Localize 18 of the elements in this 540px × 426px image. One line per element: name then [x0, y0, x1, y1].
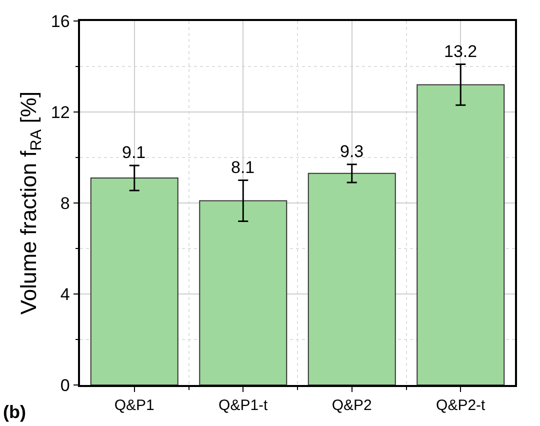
- x-tick-label: Q&P2: [332, 396, 372, 414]
- data-label: 9.3: [340, 142, 364, 161]
- x-tick-label: Q&P1: [114, 396, 154, 414]
- bar: [199, 200, 288, 385]
- bar: [90, 177, 178, 385]
- x-tick-label: Q&P2-t: [436, 396, 486, 414]
- y-tick-label: 4: [60, 284, 70, 304]
- x-tick-label: Q&P1-t: [218, 396, 269, 414]
- data-label: 9.1: [122, 143, 146, 162]
- text: (b): [3, 402, 26, 422]
- y-tick-label: 12: [50, 102, 70, 122]
- y-tick-label: 8: [60, 194, 70, 213]
- data-label: 8.1: [231, 158, 255, 177]
- y-tick-label: 0: [60, 376, 70, 395]
- bar: [416, 84, 505, 385]
- data-label: 13.2: [444, 42, 478, 61]
- y-tick-label: 16: [50, 12, 70, 31]
- bar: [308, 172, 396, 385]
